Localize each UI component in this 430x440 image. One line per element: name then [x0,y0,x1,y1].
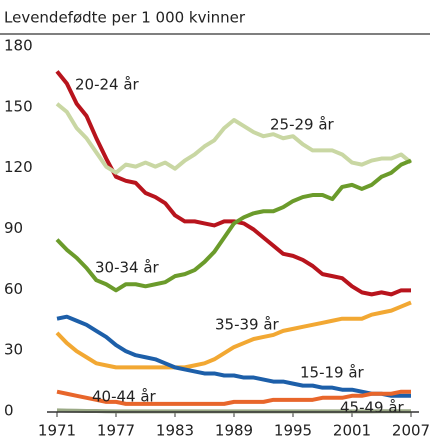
x-tick-label: 2007 [392,422,430,440]
y-tick-label: 120 [4,158,33,176]
x-tick-label: 2001 [333,422,371,440]
series-label: 15-19 år [300,364,365,382]
series-label: 20-24 år [75,76,140,94]
series-label: 35-39 år [215,316,280,334]
series-label: 30-34 år [95,259,160,277]
y-tick-label: 30 [4,341,23,359]
y-tick-label: 180 [4,37,33,55]
x-tick-label: 1983 [156,422,194,440]
x-tick-label: 1977 [97,422,135,440]
y-tick-label: 150 [4,97,33,115]
series-label: 25-29 år [270,116,335,134]
chart-title: Levendefødte per 1 000 kvinner [4,9,246,27]
series-line [55,158,412,293]
series-line [56,389,411,406]
x-tick-label: 1989 [215,422,253,440]
x-tick-label: 1995 [274,422,312,440]
y-tick-label: 90 [4,219,23,237]
series-label: 45-49 år [340,399,405,417]
x-tick-label: 1971 [38,422,76,440]
y-tick-label: 60 [4,280,23,298]
series-line [55,300,412,370]
series-line [56,314,411,398]
series-line [55,102,413,175]
series-label: 40-44 år [92,388,157,406]
y-tick-label: 0 [4,402,14,420]
